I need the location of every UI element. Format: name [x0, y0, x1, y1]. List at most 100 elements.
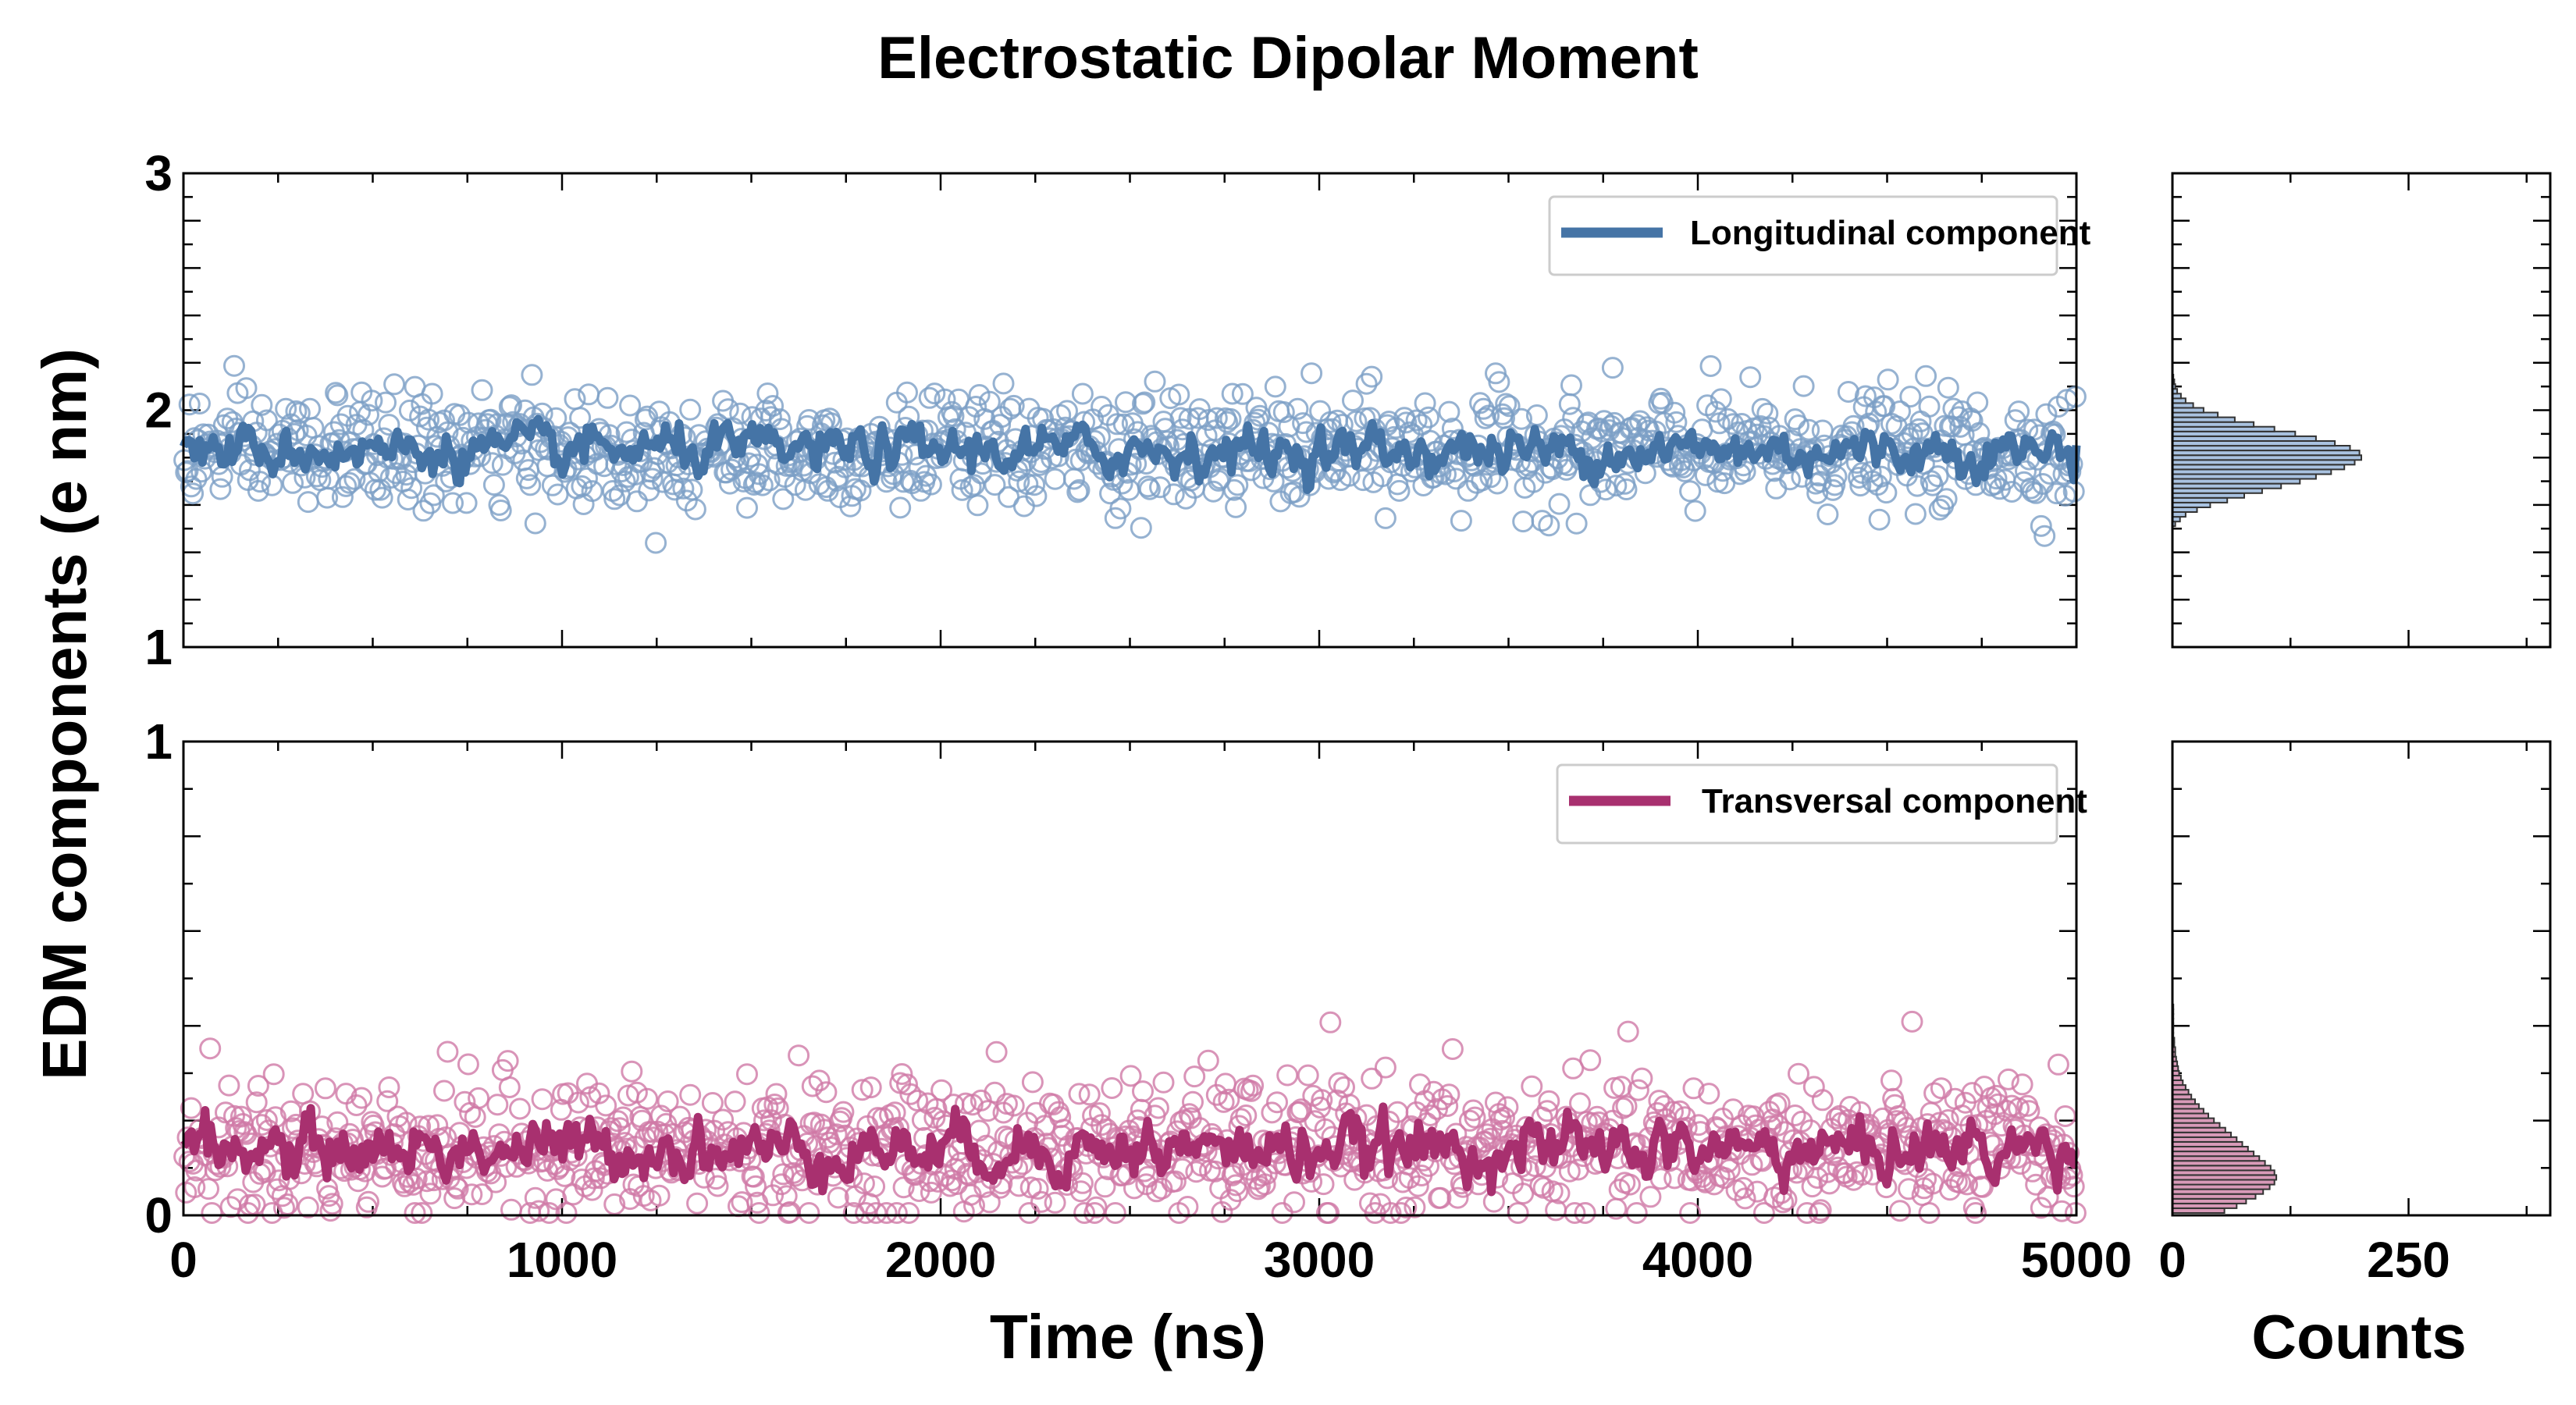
scatter-point	[183, 1176, 206, 1198]
scatter-point	[325, 382, 347, 404]
scatter-point	[1627, 1079, 1649, 1101]
scatter-point	[1025, 485, 1048, 507]
scatter-point	[371, 486, 393, 509]
scatter-point	[1749, 415, 1772, 437]
scatter-point	[1319, 1011, 1342, 1033]
scatter-point	[2021, 1160, 2044, 1183]
scatter-point	[1880, 1069, 1902, 1092]
scatter-point	[832, 1101, 855, 1123]
scatter-point	[1875, 482, 1898, 504]
scatter-point	[899, 1083, 922, 1105]
scatter-point	[1152, 1071, 1175, 1094]
scatter-point	[645, 532, 667, 554]
running-average-line	[180, 1102, 2079, 1197]
longitudinal-legend-label: Longitudinal component	[1690, 214, 2091, 252]
scatter-point	[920, 1181, 942, 1204]
scatter-point	[218, 1074, 240, 1097]
scatter-point	[742, 1165, 765, 1188]
scatter-point	[1478, 404, 1500, 427]
scatter-point	[1242, 1074, 1265, 1097]
scatter-point	[684, 498, 706, 521]
scatter-point	[1531, 510, 1553, 532]
scatter-point	[984, 1081, 1006, 1104]
scatter-point	[1409, 1073, 1431, 1096]
scatter-point	[321, 1193, 343, 1215]
scatter-point	[763, 1094, 786, 1115]
scatter-point	[898, 1202, 920, 1224]
scatter-point	[1021, 1071, 1044, 1094]
scatter-point	[1928, 498, 1951, 521]
scatter-point	[1548, 1182, 1571, 1204]
scatter-point	[1132, 393, 1154, 415]
scatter-point	[1538, 514, 1560, 537]
scatter-point	[619, 394, 642, 417]
scatter-point	[686, 1192, 709, 1215]
scatter-point	[1030, 1190, 1052, 1213]
scatter-point	[297, 1196, 319, 1218]
scatter-point	[918, 1170, 941, 1193]
scatter-point	[603, 1193, 626, 1215]
scatter-point	[376, 1090, 399, 1112]
scatter-point	[1328, 1072, 1350, 1094]
scatter-point	[2051, 1200, 2073, 1222]
scatter-point	[784, 474, 806, 496]
scatter-point	[1078, 1083, 1101, 1106]
scatter-point	[1379, 1202, 1402, 1224]
scatter-point	[405, 1167, 428, 1190]
scatter-point	[1732, 1176, 1755, 1199]
scatter-point	[1663, 401, 1686, 424]
scatter-point	[461, 1183, 483, 1206]
scatter-point	[1266, 1091, 1288, 1114]
scatter-point	[1565, 512, 1588, 535]
scatter-point	[509, 1097, 531, 1120]
scatter-point	[1475, 1123, 1498, 1146]
scatter-point	[1002, 1094, 1025, 1117]
y-tick-label: 2	[144, 382, 173, 439]
scatter-point	[326, 1111, 349, 1133]
scatter-point	[891, 1063, 913, 1085]
scatter-point	[421, 382, 443, 405]
scatter-point	[1915, 365, 1937, 387]
scatter-point	[500, 394, 522, 417]
scatter-point	[251, 393, 273, 416]
scatter-point	[1806, 1167, 1829, 1189]
scatter-point	[1631, 1067, 1653, 1090]
scatter-point	[788, 1044, 810, 1067]
scatter-point	[2062, 1176, 2085, 1198]
scatter-point	[1610, 1076, 1632, 1098]
scatter-point	[314, 1077, 336, 1100]
scatter-point	[383, 373, 406, 396]
scatter-point	[989, 414, 1012, 436]
y-tick-label: 1	[144, 619, 173, 675]
scatter-point	[524, 512, 546, 535]
scatter-point	[885, 1202, 908, 1224]
scatter-point	[736, 496, 758, 519]
scatter-point	[393, 1175, 416, 1197]
scatter-point	[892, 471, 915, 493]
scatter-point	[400, 477, 423, 500]
scatter-point	[1101, 1077, 1123, 1099]
transversal-histogram-frame	[2171, 740, 2552, 1217]
scatter-point	[712, 1108, 735, 1131]
scatter-point	[765, 1083, 788, 1105]
scatter-point	[1374, 507, 1397, 529]
scatter-point	[528, 1200, 550, 1222]
scatter-point	[1119, 1065, 1142, 1087]
scatter-point	[2054, 1105, 2076, 1127]
scatter-point	[1792, 375, 1815, 397]
scatter-point	[2045, 482, 2068, 505]
scatter-point	[625, 490, 648, 513]
scatter-point	[1811, 1089, 1834, 1112]
scatter-point	[1870, 465, 1892, 488]
scatter-point	[1625, 414, 1648, 436]
scatter-point	[422, 484, 445, 507]
counts-x-tick-label: 250	[2367, 1232, 2450, 1288]
scatter-point	[375, 1157, 397, 1179]
scatter-point	[595, 1094, 617, 1117]
scatter-point	[1923, 1082, 1946, 1104]
scatter-point	[1395, 411, 1418, 434]
longitudinal-histogram-frame	[2171, 172, 2552, 649]
scatter-point	[538, 1202, 560, 1224]
scatter-point	[1808, 1202, 1831, 1224]
scatter-point	[1816, 503, 1839, 525]
